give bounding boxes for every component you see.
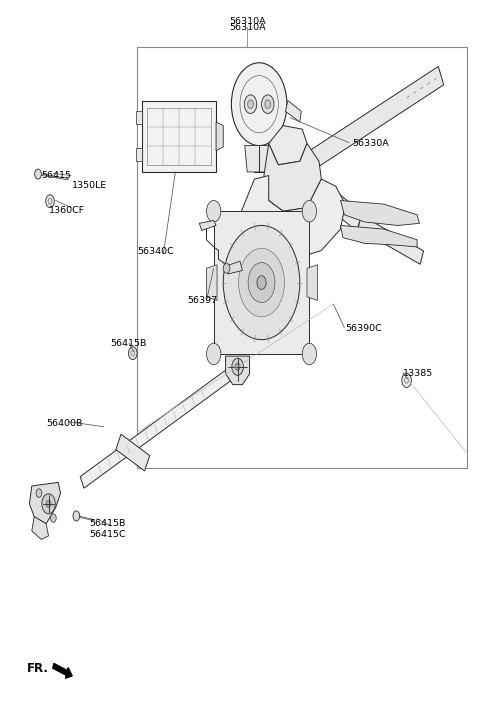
Polygon shape <box>29 483 60 524</box>
Text: 13385: 13385 <box>403 369 433 378</box>
Polygon shape <box>32 517 48 540</box>
Polygon shape <box>340 200 420 225</box>
Polygon shape <box>269 126 307 165</box>
Circle shape <box>265 100 271 109</box>
Polygon shape <box>358 215 423 265</box>
Circle shape <box>223 263 230 273</box>
Circle shape <box>36 489 42 498</box>
Polygon shape <box>214 211 310 354</box>
Text: 56310A: 56310A <box>229 23 265 31</box>
Circle shape <box>42 494 55 514</box>
Circle shape <box>244 95 257 114</box>
Polygon shape <box>294 163 363 231</box>
Polygon shape <box>80 361 242 488</box>
Bar <box>136 112 143 124</box>
Circle shape <box>73 511 80 521</box>
Polygon shape <box>238 175 345 261</box>
Circle shape <box>239 248 285 317</box>
Circle shape <box>257 276 266 290</box>
Circle shape <box>223 225 300 340</box>
Polygon shape <box>216 122 223 151</box>
Text: 56415B: 56415B <box>89 518 126 528</box>
Circle shape <box>46 194 54 207</box>
Text: 56397: 56397 <box>187 296 217 305</box>
Circle shape <box>231 63 287 146</box>
Text: 1360CF: 1360CF <box>48 206 84 215</box>
Text: FR.: FR. <box>27 662 49 675</box>
Circle shape <box>35 169 41 179</box>
Circle shape <box>248 262 275 302</box>
Polygon shape <box>245 146 274 172</box>
Text: 56415: 56415 <box>41 171 72 180</box>
Circle shape <box>302 200 317 222</box>
Circle shape <box>402 373 411 388</box>
Polygon shape <box>264 144 322 211</box>
Polygon shape <box>226 356 250 385</box>
Text: 56330A: 56330A <box>352 139 389 148</box>
Text: 56390C: 56390C <box>345 325 382 333</box>
FancyArrow shape <box>53 664 72 679</box>
Circle shape <box>235 363 240 370</box>
Text: 56415B: 56415B <box>111 339 147 347</box>
Polygon shape <box>226 261 242 274</box>
Polygon shape <box>307 265 318 300</box>
Polygon shape <box>116 434 150 471</box>
Circle shape <box>206 343 221 365</box>
Polygon shape <box>206 265 217 300</box>
Bar <box>136 149 143 162</box>
Polygon shape <box>199 220 216 230</box>
Circle shape <box>50 514 56 523</box>
Bar <box>142 101 216 172</box>
Circle shape <box>206 200 221 222</box>
Text: 1350LE: 1350LE <box>72 181 107 190</box>
Polygon shape <box>302 66 444 174</box>
Circle shape <box>232 358 243 375</box>
Polygon shape <box>340 225 417 247</box>
Text: 56340C: 56340C <box>137 247 174 257</box>
Circle shape <box>46 500 51 508</box>
Bar <box>147 108 211 165</box>
Text: 56310A: 56310A <box>229 16 265 26</box>
Polygon shape <box>286 101 301 122</box>
Text: 56400B: 56400B <box>46 419 83 428</box>
Circle shape <box>302 343 317 365</box>
Bar <box>137 47 468 468</box>
Text: 56415C: 56415C <box>89 530 126 539</box>
Circle shape <box>129 347 137 360</box>
Circle shape <box>262 95 274 114</box>
Circle shape <box>248 100 253 109</box>
